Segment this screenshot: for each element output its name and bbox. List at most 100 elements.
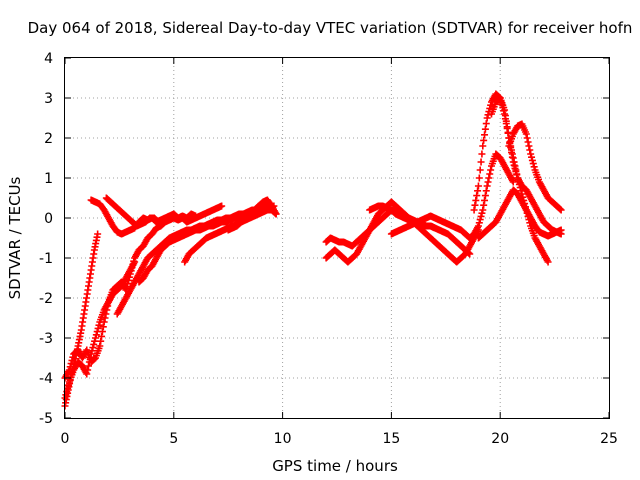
data-point [510, 161, 518, 169]
y-tick-label: -1 [39, 251, 53, 267]
data-point [479, 142, 487, 150]
x-tick-label: 15 [382, 431, 400, 447]
data-point [502, 117, 510, 125]
data-point [524, 138, 532, 146]
x-tick-label: 5 [169, 431, 178, 447]
x-axis-label: GPS time / hours [272, 457, 398, 475]
data-point [508, 153, 516, 161]
data-point [525, 142, 533, 150]
data-point [99, 323, 107, 331]
data-point [480, 201, 488, 209]
data-point [479, 206, 487, 214]
data-point [89, 344, 97, 352]
series-sat-i [224, 196, 280, 234]
y-tick-label: 1 [44, 171, 53, 187]
data-point [487, 166, 495, 174]
data-point [85, 362, 93, 370]
chart-title: Day 064 of 2018, Sidereal Day-to-day VTE… [28, 19, 633, 37]
data-point [530, 163, 538, 171]
data-point [557, 206, 565, 214]
y-axis-label: SDTVAR / TECUs [6, 176, 24, 299]
data-point [504, 128, 512, 136]
series-sat-p [505, 120, 565, 214]
data-point [62, 391, 70, 399]
grid [65, 58, 609, 418]
y-tick-label: -5 [39, 411, 53, 427]
data-point [528, 156, 536, 164]
data-point [127, 267, 135, 275]
data-point [96, 342, 104, 350]
data-point [125, 276, 133, 284]
y-tick-label: 3 [44, 91, 53, 107]
data-point [512, 168, 520, 176]
data-point [476, 166, 484, 174]
data-point [129, 260, 137, 268]
data-point [503, 123, 511, 131]
data-point [522, 130, 530, 138]
data-point [126, 270, 134, 278]
data-point [481, 125, 489, 133]
data-point [91, 334, 99, 342]
data-point [476, 216, 484, 224]
data-point [83, 370, 91, 378]
y-tick-labels: -5 -4 -3 -2 -1 0 1 2 3 4 [39, 51, 53, 427]
data-point [65, 366, 73, 374]
x-tick-label: 20 [491, 431, 509, 447]
series-sat-m [387, 150, 517, 242]
data-point [66, 363, 74, 371]
data-point [471, 201, 479, 209]
data-point [511, 164, 519, 172]
data-point [481, 131, 489, 139]
data-point [526, 146, 534, 154]
data-point [470, 206, 478, 214]
data-point [474, 182, 482, 190]
data-point [472, 196, 480, 204]
data-point [466, 250, 474, 258]
data-point [513, 171, 521, 179]
data-point [483, 114, 491, 122]
data-point [92, 331, 100, 339]
y-tick-label: -2 [39, 291, 53, 307]
data-point [529, 160, 537, 168]
y-tick-label: -4 [39, 371, 53, 387]
data-point [84, 366, 92, 374]
data-point [94, 324, 102, 332]
data-point [67, 360, 75, 368]
data-point [523, 134, 531, 142]
series-sat-e [102, 194, 180, 230]
axis-ticks [64, 57, 610, 419]
data-point [477, 212, 485, 220]
data-point [481, 192, 489, 200]
data-point [91, 337, 99, 345]
plot-frame [64, 57, 610, 419]
data-point [474, 187, 482, 195]
data-point [102, 310, 110, 318]
data-point [90, 340, 98, 348]
data-point [501, 112, 509, 120]
data-point [475, 219, 483, 227]
data-point [474, 222, 482, 230]
data-point [509, 158, 517, 166]
y-tick-label: 0 [44, 211, 53, 227]
data-point [104, 302, 112, 310]
data-point [130, 257, 138, 265]
data-point [98, 328, 106, 336]
x-tick-label: 0 [61, 431, 70, 447]
data-point [68, 356, 76, 364]
data-point [272, 210, 280, 218]
data-point [103, 306, 111, 314]
data-point [484, 178, 492, 186]
data-point [475, 174, 483, 182]
data-point [125, 273, 133, 281]
data-points [61, 90, 565, 410]
data-point [473, 192, 481, 200]
data-point [100, 318, 108, 326]
data-point [486, 170, 494, 178]
data-point [218, 202, 226, 210]
y-tick-label: 2 [44, 131, 53, 147]
series-sat-q [474, 186, 565, 242]
data-point [95, 321, 103, 329]
data-point [128, 264, 136, 272]
data-point [482, 187, 490, 195]
